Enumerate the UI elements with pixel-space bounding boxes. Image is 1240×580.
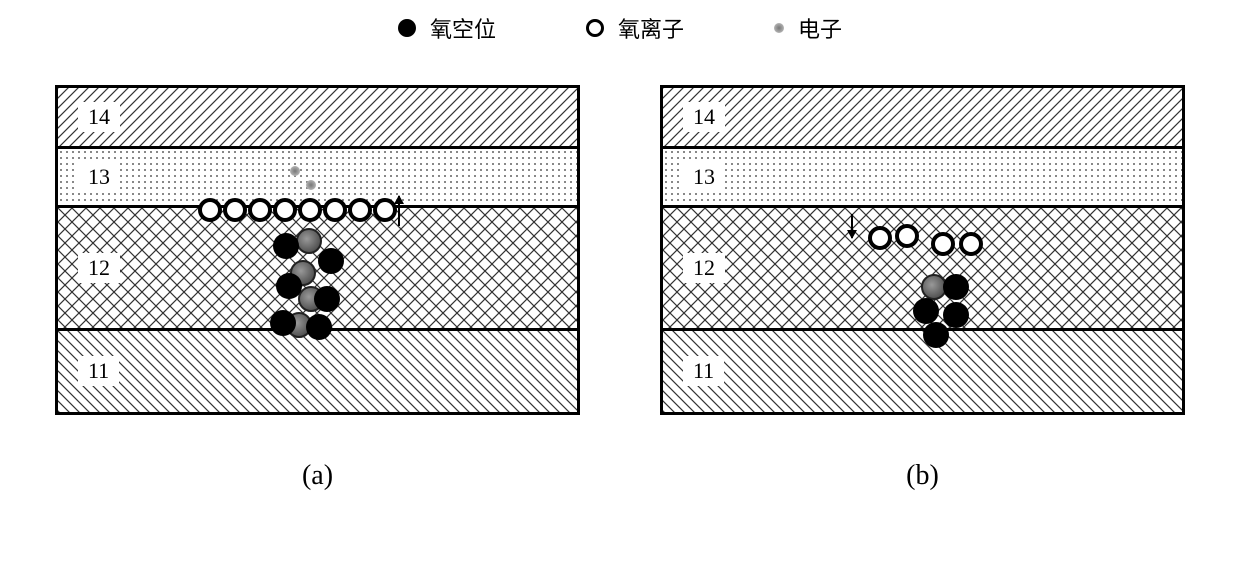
oxygen-vacancy-icon (306, 314, 332, 340)
oxygen-ion-icon (298, 198, 322, 222)
layer-label-14: 14 (78, 102, 120, 132)
legend-item-electron: 电子 (774, 12, 842, 44)
layer-11: 11 (58, 328, 577, 412)
oxygen-ion-icon (273, 198, 297, 222)
electron-icon (290, 166, 300, 176)
oxygen-vacancy-icon (913, 298, 939, 324)
legend-label: 氧离子 (618, 12, 684, 44)
oxygen-ion-icon (895, 224, 919, 248)
layer-label-13: 13 (683, 162, 725, 192)
oxygen-vacancy-icon (943, 302, 969, 328)
panel-a-caption: (a) (55, 460, 580, 492)
layer-label-13: 13 (78, 162, 120, 192)
panel-b: 14 13 12 11 (b) (660, 85, 1185, 492)
diagram-b: 14 13 12 11 (660, 85, 1185, 415)
layer-11: 11 (663, 328, 1182, 412)
panel-b-caption: (b) (660, 460, 1185, 492)
vacancy-icon (398, 19, 416, 37)
layer-13: 13 (663, 146, 1182, 204)
legend: 氧空位 氧离子 电子 (0, 12, 1240, 44)
layer-label-11: 11 (78, 356, 119, 386)
diagram-a: 14 13 12 11 (55, 85, 580, 415)
layer-label-11: 11 (683, 356, 724, 386)
oxygen-ion-icon (223, 198, 247, 222)
oxygen-ion-icon (959, 232, 983, 256)
oxygen-vacancy-icon (273, 233, 299, 259)
layer-label-12: 12 (78, 253, 120, 283)
oxygen-vacancy-icon (276, 273, 302, 299)
oxygen-ion-icon (931, 232, 955, 256)
arrow-up-icon (398, 196, 400, 226)
oxygen-vacancy-icon (923, 322, 949, 348)
oxygen-vacancy-icon (314, 286, 340, 312)
oxygen-ion-icon (323, 198, 347, 222)
panels-row: 14 13 12 11 (a) 14 13 12 11 (b) (55, 85, 1185, 492)
oxygen-vacancy-icon (943, 274, 969, 300)
legend-item-vacancy: 氧空位 (398, 12, 496, 44)
layer-14: 14 (58, 88, 577, 146)
oxygen-vacancy-icon (318, 248, 344, 274)
electron-icon (306, 180, 316, 190)
legend-item-ion: 氧离子 (586, 12, 684, 44)
layer-14: 14 (663, 88, 1182, 146)
oxygen-ion-icon (868, 226, 892, 250)
oxygen-vacancy-icon (270, 310, 296, 336)
layer-label-12: 12 (683, 253, 725, 283)
electron-icon (774, 23, 784, 33)
oxygen-ion-icon (348, 198, 372, 222)
arrow-down-icon (851, 214, 853, 238)
oxygen-ion-icon (248, 198, 272, 222)
ion-icon (586, 19, 604, 37)
oxygen-vacancy-grey-icon (296, 228, 322, 254)
legend-label: 电子 (798, 12, 842, 44)
layer-13: 13 (58, 146, 577, 204)
oxygen-ion-icon (198, 198, 222, 222)
panel-a: 14 13 12 11 (a) (55, 85, 580, 492)
legend-label: 氧空位 (430, 12, 496, 44)
layer-label-14: 14 (683, 102, 725, 132)
